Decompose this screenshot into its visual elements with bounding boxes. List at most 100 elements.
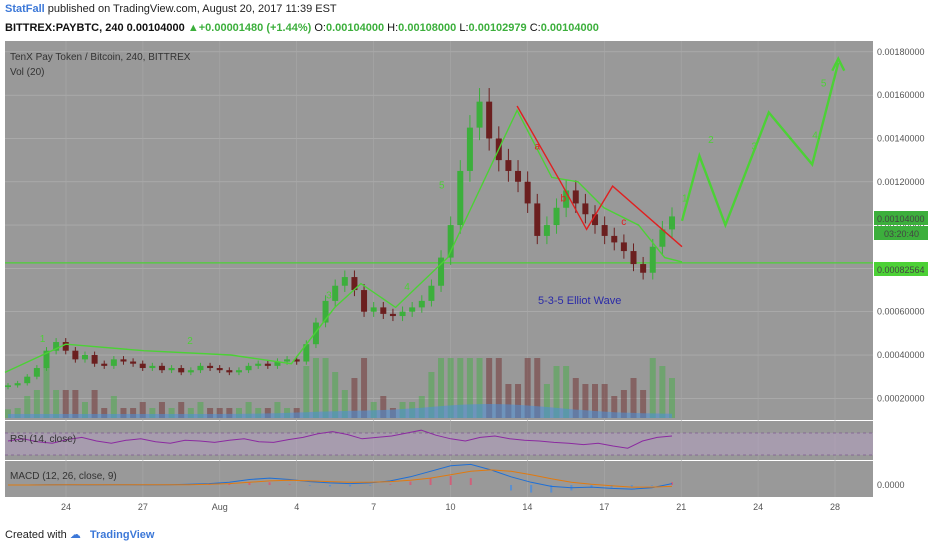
corrective-wave-line <box>516 105 683 248</box>
volume-bar <box>158 402 165 418</box>
volume-bar <box>264 408 271 418</box>
volume-bar <box>120 408 127 418</box>
time-axis <box>5 497 873 517</box>
last-price: 0.00104000 <box>126 22 185 34</box>
volume-bar <box>466 358 473 418</box>
volume-bar <box>5 409 11 418</box>
candle-body <box>389 313 396 317</box>
candle-layer <box>5 88 675 390</box>
candle-body <box>72 350 79 360</box>
x-tick-label: 7 <box>371 502 376 512</box>
volume-bar <box>534 358 541 418</box>
impulse-wave-line <box>4 108 683 374</box>
candle-body <box>399 311 406 317</box>
low-value: 0.00102979 <box>468 22 527 34</box>
footer: Created with ☁ TradingView <box>5 528 154 541</box>
candle-body <box>572 190 579 204</box>
x-tick-label: 21 <box>676 502 686 512</box>
author-link[interactable]: StatFall <box>5 3 45 15</box>
candle-body <box>611 235 618 243</box>
candle-body <box>341 277 348 286</box>
candle-body <box>505 160 512 171</box>
candle-body <box>207 365 214 369</box>
y-tick-label: 0.00160000 <box>877 90 925 100</box>
candle-body <box>168 368 175 371</box>
candle-body <box>592 214 599 226</box>
rsi-layer <box>5 429 873 456</box>
last-price-tag <box>874 211 928 225</box>
volume-bar <box>322 358 329 418</box>
x-tick-label: 27 <box>138 502 148 512</box>
wave-label: 2 <box>187 336 193 347</box>
candle-body <box>486 101 493 139</box>
volume-bar <box>659 366 666 418</box>
wave-label: 4 <box>404 282 410 293</box>
volume-bar <box>457 358 464 418</box>
volume-bar <box>33 390 40 418</box>
volume-bar <box>139 402 146 418</box>
y-tick-label: 0.00100000 <box>877 220 925 230</box>
candle-body <box>582 203 589 215</box>
price-pane[interactable] <box>5 41 873 420</box>
volume-bar <box>235 408 242 418</box>
volume-bar <box>630 378 637 418</box>
volume-bar <box>380 396 387 418</box>
volume-bar <box>563 366 570 418</box>
macd-layer <box>8 463 673 493</box>
volume-bar <box>81 402 88 418</box>
volume-bar <box>312 358 319 418</box>
wave-label: 2 <box>708 135 714 146</box>
wave-label: b <box>561 193 567 204</box>
macd-pane[interactable] <box>5 461 873 497</box>
candle-body <box>43 350 50 369</box>
rsi-label: RSI (14, close) <box>10 434 76 445</box>
volume-bar <box>130 408 137 418</box>
volume-bar <box>505 384 512 418</box>
wave-label: c <box>621 217 626 228</box>
wave-layer: 1 2 3 4 5 a b c 1 2 3 4 5 <box>4 55 846 374</box>
tradingview-link[interactable]: TradingView <box>89 529 155 541</box>
wave-label: 4 <box>812 130 818 141</box>
gridlines <box>5 41 873 497</box>
x-tick-label: 24 <box>753 502 763 512</box>
volume-bar <box>14 408 21 418</box>
candle-body <box>332 285 339 301</box>
volume-bar <box>486 358 493 418</box>
last-price-tag-text: 0.00104000 <box>877 214 925 224</box>
candle-body <box>110 359 117 366</box>
volume-bar <box>303 366 310 418</box>
candle-body <box>178 368 185 373</box>
volume-bar <box>553 366 560 418</box>
candle-body <box>476 101 483 128</box>
candle-body <box>640 264 647 273</box>
volume-bar <box>543 384 550 418</box>
candle-body <box>515 170 522 182</box>
candle-body <box>255 363 262 366</box>
symbol-text: BITTREX:PAYBTC, 240 <box>5 22 124 34</box>
candle-body <box>418 300 425 308</box>
wave-label: 5 <box>439 180 445 191</box>
wave-label: a <box>534 141 540 152</box>
volume-bar <box>582 384 589 418</box>
change-text: +0.00001480 (+1.44%) <box>198 22 312 34</box>
volume-bar <box>110 396 117 418</box>
volume-bar <box>640 390 647 418</box>
ohlc-line: BITTREX:PAYBTC, 240 0.00104000 ▲+0.00001… <box>5 22 599 34</box>
projection-wave-line <box>680 62 840 229</box>
candle-body <box>130 361 137 364</box>
x-tick-label: Aug <box>212 502 228 512</box>
candle-body <box>669 216 675 230</box>
volume-bar <box>592 384 599 418</box>
candle-body <box>235 370 242 373</box>
volume-bar <box>428 372 435 418</box>
volume-bar <box>187 408 194 418</box>
candle-body <box>466 127 473 171</box>
chart-title: TenX Pay Token / Bitcoin, 240, BITTREX <box>10 52 191 63</box>
volume-bar <box>197 402 204 418</box>
candle-body <box>524 181 531 204</box>
x-tick-label: 4 <box>294 502 299 512</box>
volume-bar <box>601 384 608 418</box>
volume-bar <box>168 408 175 418</box>
y-tick-label: 0.00180000 <box>877 47 925 57</box>
